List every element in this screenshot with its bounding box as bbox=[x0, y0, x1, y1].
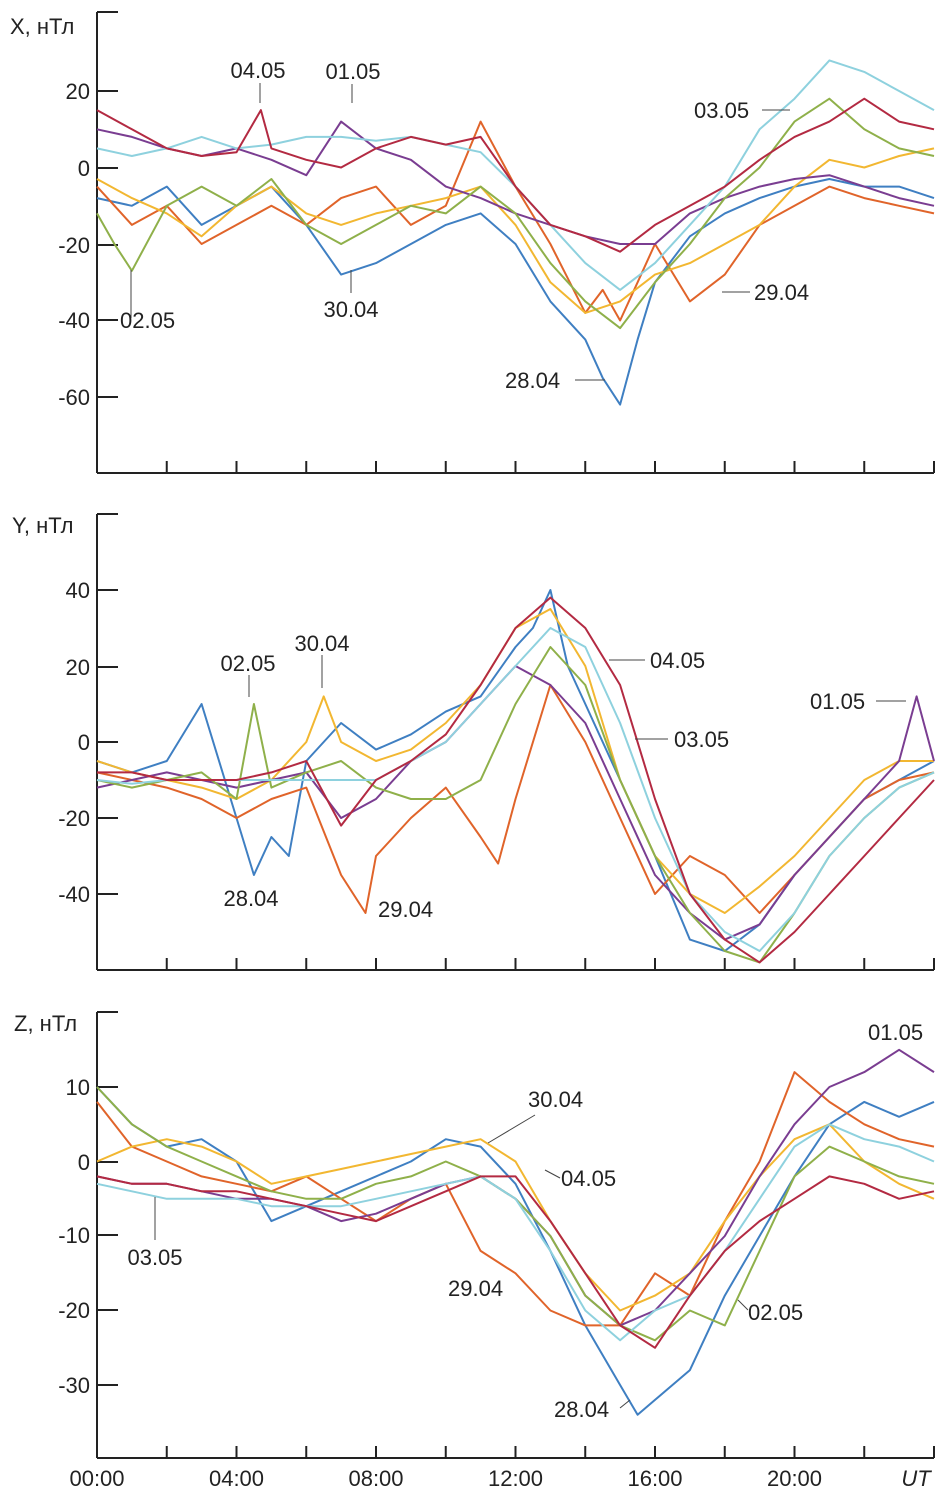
annotation-label: 01.05 bbox=[868, 1020, 923, 1045]
annotation-label: 02.05 bbox=[748, 1300, 803, 1325]
panel-x: X, нТл 20 0 -20 -40 -60 04.05 01.05 03.0… bbox=[10, 11, 935, 474]
ytick-label: 20 bbox=[66, 79, 90, 104]
annotation-label: 03.05 bbox=[674, 727, 729, 752]
series-line-02-05 bbox=[96, 97, 935, 330]
xtick-label: 00:00 bbox=[69, 1466, 124, 1491]
annotation-label: 04.05 bbox=[650, 648, 705, 673]
series-line-29-04 bbox=[96, 684, 935, 914]
annotation-label: 30.04 bbox=[323, 297, 378, 322]
ytick-label: 20 bbox=[66, 655, 90, 680]
annotation-label: 02.05 bbox=[220, 651, 275, 676]
ytick-label: -20 bbox=[58, 233, 90, 258]
panel-y-xticks bbox=[165, 958, 935, 970]
panel-z-yticks: 10 0 -10 -20 -30 bbox=[58, 1075, 118, 1398]
series-line-29-04 bbox=[96, 1071, 935, 1327]
panel-y-yticks: 40 20 0 -20 -40 bbox=[58, 578, 118, 907]
series-line-04-05 bbox=[97, 596, 935, 964]
xtick-label: 16:00 bbox=[627, 1466, 682, 1491]
annotation-leader bbox=[544, 1169, 561, 1179]
panel-y-ylabel: Y, нТл bbox=[12, 513, 74, 538]
ytick-label: 0 bbox=[78, 730, 90, 755]
panel-z-series bbox=[96, 1048, 935, 1416]
series-line-30-04 bbox=[96, 1123, 935, 1312]
panel-x-yticks: 20 0 -20 -40 -60 bbox=[58, 79, 118, 410]
series-line-02-05 bbox=[96, 646, 935, 964]
annotation-label: 28.04 bbox=[554, 1397, 609, 1422]
ytick-label: 40 bbox=[66, 578, 90, 603]
annotation-label: 01.05 bbox=[325, 59, 380, 84]
ytick-label: 0 bbox=[78, 156, 90, 181]
xtick-label: 08:00 bbox=[348, 1466, 403, 1491]
ytick-label: -40 bbox=[58, 308, 90, 333]
series-line-03-05 bbox=[96, 1123, 935, 1342]
annotation-label: 29.04 bbox=[378, 897, 433, 922]
ytick-label: -30 bbox=[58, 1373, 90, 1398]
panel-z-ylabel: Z, нТл bbox=[14, 1011, 77, 1036]
panel-x-annotations: 04.05 01.05 03.05 02.05 30.04 29.04 28.0… bbox=[120, 58, 809, 393]
annotation-label: 28.04 bbox=[223, 886, 278, 911]
series-line-28-04 bbox=[96, 1086, 935, 1416]
series-line-02-05 bbox=[96, 1086, 935, 1342]
panel-x-series bbox=[96, 59, 935, 406]
annotation-label: 30.04 bbox=[528, 1087, 583, 1112]
annotation-label: 02.05 bbox=[120, 308, 175, 333]
panel-x-ylabel: X, нТл bbox=[10, 14, 74, 39]
series-line-04-05 bbox=[96, 1175, 935, 1349]
panel-y-annotations: 02.05 30.04 04.05 03.05 01.05 28.04 29.0… bbox=[220, 631, 906, 922]
annotation-label: 01.05 bbox=[810, 689, 865, 714]
annotation-label: 03.05 bbox=[694, 98, 749, 123]
ytick-label: -10 bbox=[58, 1223, 90, 1248]
annotation-label: 04.05 bbox=[561, 1166, 616, 1191]
panel-y-series bbox=[96, 589, 935, 964]
panel-x-xticks bbox=[165, 461, 935, 473]
ytick-label: 10 bbox=[66, 1075, 90, 1100]
xtick-label: 20:00 bbox=[767, 1466, 822, 1491]
annotation-label: 29.04 bbox=[754, 280, 809, 305]
annotation-label: 29.04 bbox=[448, 1276, 503, 1301]
ytick-label: -20 bbox=[58, 806, 90, 831]
series-line-04-05 bbox=[96, 97, 935, 253]
panel-y: Y, нТл 40 20 0 -20 -40 02.05 30.04 04.05… bbox=[12, 513, 935, 971]
xtick-label: 12:00 bbox=[488, 1466, 543, 1491]
annotation-leader bbox=[737, 1299, 749, 1311]
series-line-01-05 bbox=[96, 1048, 935, 1327]
annotation-leader bbox=[487, 1114, 536, 1144]
annotation-label: 03.05 bbox=[127, 1245, 182, 1270]
xtick-label: UT bbox=[901, 1466, 932, 1491]
annotation-label: 28.04 bbox=[505, 368, 560, 393]
annotation-label: 04.05 bbox=[230, 58, 285, 83]
panel-z-annotations: 01.05 30.04 04.05 03.05 29.04 02.05 28.0… bbox=[127, 1020, 923, 1422]
ytick-label: -40 bbox=[58, 882, 90, 907]
annotation-leader bbox=[619, 1399, 631, 1409]
ytick-label: 0 bbox=[78, 1150, 90, 1175]
panel-z-xticks: 00:00 04:00 08:00 12:00 16:00 20:00 UT bbox=[69, 1446, 935, 1491]
annotation-label: 30.04 bbox=[294, 631, 349, 656]
panel-z: Z, нТл 10 0 -10 -20 -30 00:00 04:00 08:00 1… bbox=[14, 1011, 935, 1491]
series-line-29-04 bbox=[96, 120, 935, 322]
ytick-label: -60 bbox=[58, 385, 90, 410]
ytick-label: -20 bbox=[58, 1298, 90, 1323]
xtick-label: 04:00 bbox=[209, 1466, 264, 1491]
